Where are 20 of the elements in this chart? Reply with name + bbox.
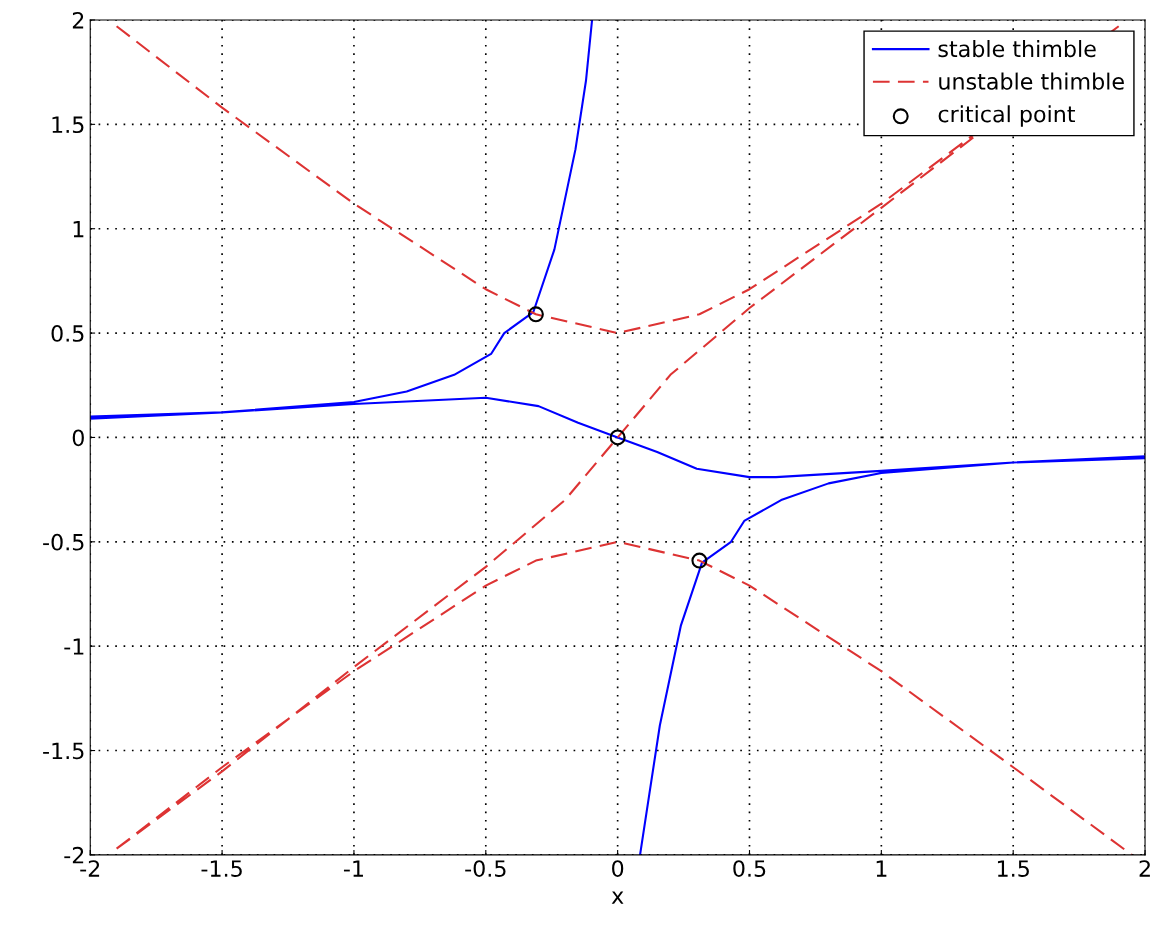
y-tick-label: 0.5 xyxy=(51,325,84,342)
legend-label: unstable thimble xyxy=(939,72,1124,90)
x-axis-title: x xyxy=(611,891,624,904)
x-tick-label: -1.5 xyxy=(201,860,242,877)
x-tick-label: 1.5 xyxy=(997,860,1029,877)
legend-label: critical point xyxy=(938,105,1076,127)
x-tick-label: 2 xyxy=(1139,860,1150,877)
y-tick-label: -0.5 xyxy=(43,533,84,551)
y-tick-label: 1 xyxy=(73,220,84,238)
x-tick-label: -0.5 xyxy=(465,860,506,877)
x-tick-label: 0 xyxy=(612,860,624,877)
y-tick-label: -1.5 xyxy=(43,742,84,760)
x-tick-label: -1 xyxy=(343,860,363,877)
y-tick-label: 1.5 xyxy=(52,116,84,134)
y-tick-label: -1 xyxy=(64,638,84,655)
y-tick-label: 0 xyxy=(72,429,84,447)
legend-label: stable thimble xyxy=(938,39,1096,58)
y-tick-label: 2 xyxy=(72,11,84,29)
x-tick-label: 0.5 xyxy=(733,860,766,877)
x-tick-label: 1 xyxy=(876,860,887,877)
